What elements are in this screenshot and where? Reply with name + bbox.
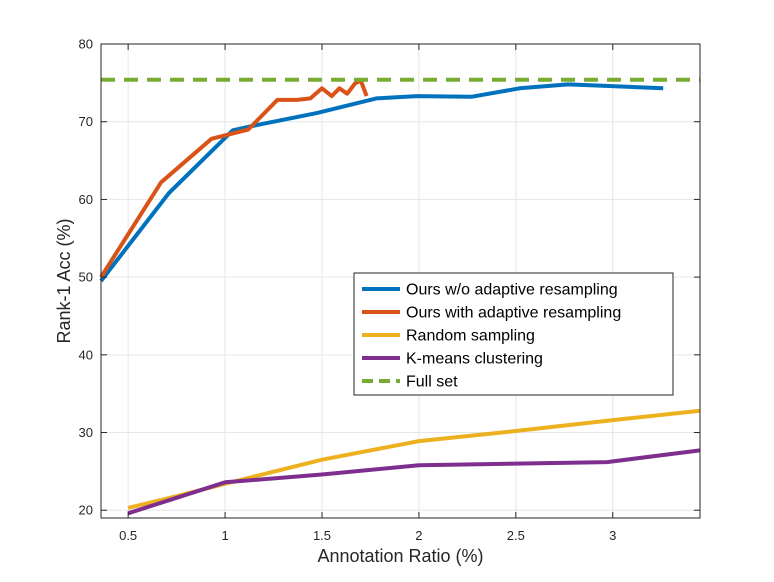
y-tick-label: 80 [79, 37, 93, 52]
y-axis-label: Rank-1 Acc (%) [54, 218, 74, 343]
x-tick-label: 3 [609, 528, 616, 543]
x-tick-label: 1 [221, 528, 228, 543]
x-tick-label: 1.5 [313, 528, 331, 543]
x-tick-label: 2 [415, 528, 422, 543]
legend-entry-1: Ours w/o adaptive resampling [406, 282, 618, 299]
legend-entry-3: Random sampling [406, 328, 535, 345]
legend-entry-2: Ours with adaptive resampling [406, 305, 621, 322]
series-line-1 [99, 82, 664, 283]
legend-box [353, 272, 674, 396]
axes-box [100, 43, 701, 519]
y-tick-label: 20 [79, 503, 93, 518]
y-tick-label: 30 [79, 425, 93, 440]
series-line-2 [99, 78, 369, 279]
x-tick-label: 0.5 [119, 528, 137, 543]
x-axis-label: Annotation Ratio (%) [317, 546, 483, 566]
axes: 0.5 1 1.5 2 2.5 3 20 30 40 50 60 70 80 [79, 37, 701, 543]
series-line-4 [127, 448, 701, 516]
legend-entry-5: Full set [406, 374, 458, 391]
y-tick-label: 60 [79, 192, 93, 207]
y-tick-label: 50 [79, 270, 93, 285]
y-tick-label: 40 [79, 347, 93, 362]
legend: Ours w/o adaptive resampling Ours with ad… [353, 272, 674, 396]
legend-entry-4: K-means clustering [406, 351, 543, 368]
x-tick-label: 2.5 [507, 528, 525, 543]
y-tick-label: 70 [79, 114, 93, 129]
series-lines [99, 77, 701, 516]
